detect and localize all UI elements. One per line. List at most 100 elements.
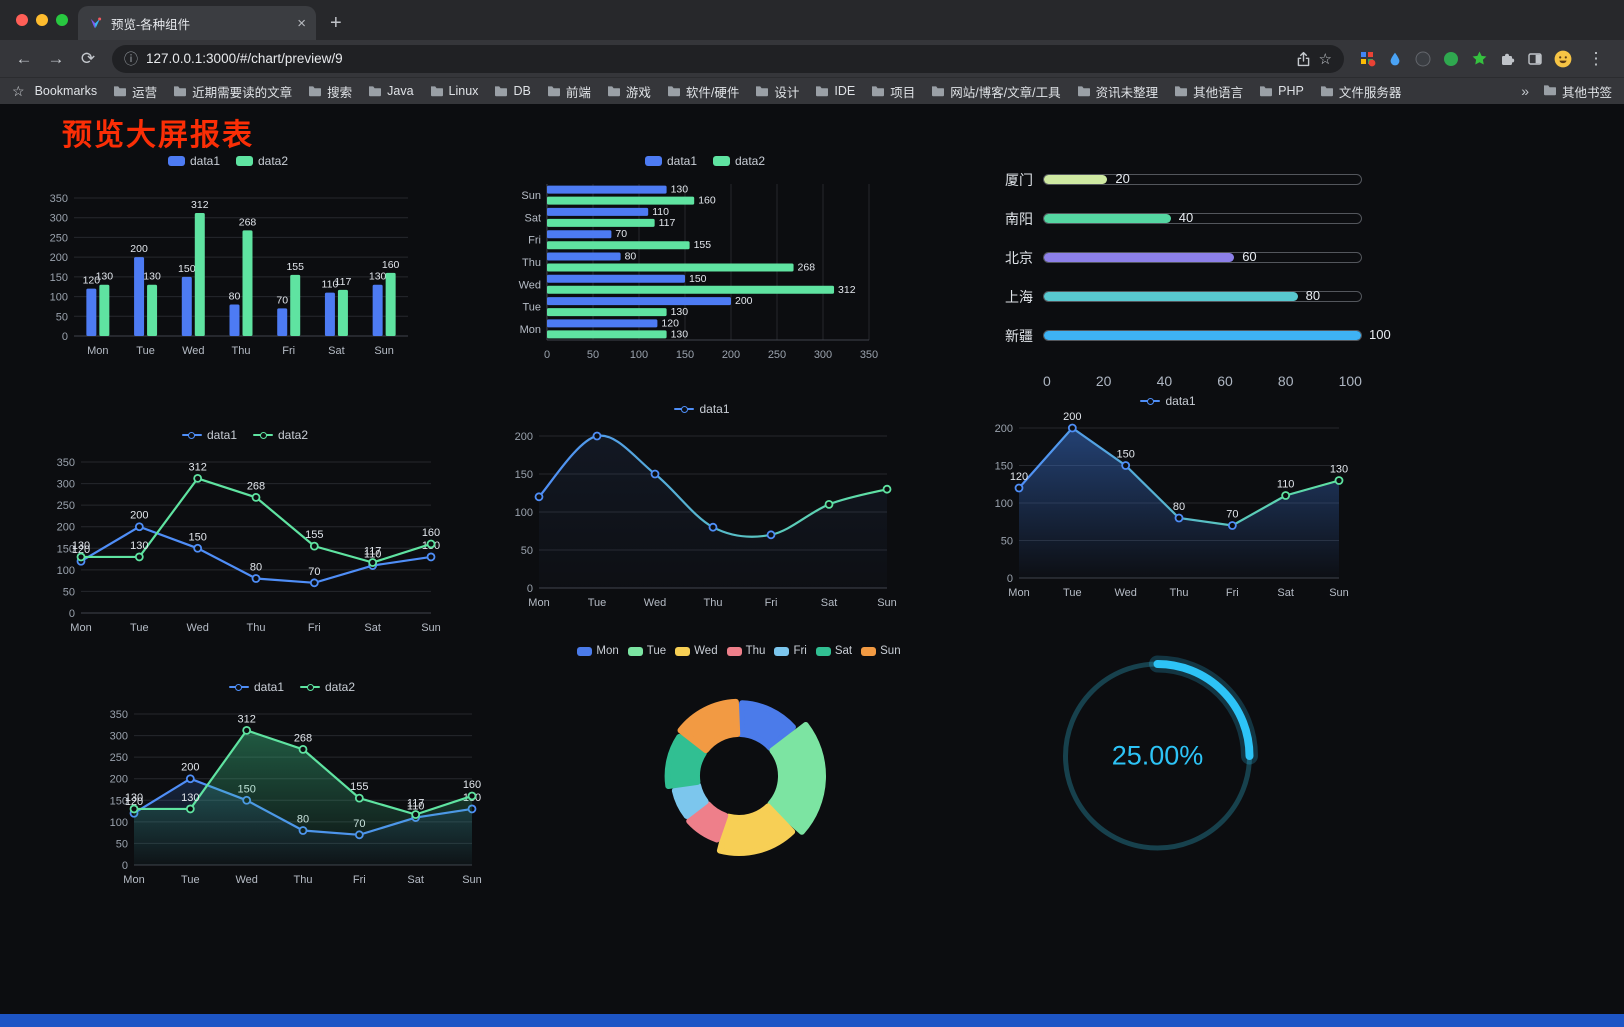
split-view-icon[interactable]	[1526, 50, 1544, 68]
other-bookmarks-folder[interactable]: 其他书签	[1543, 82, 1612, 101]
bookmark-folder[interactable]: DB	[494, 84, 531, 98]
legend-item[interactable]: data1	[167, 154, 220, 168]
legend-item[interactable]: Sun	[861, 645, 901, 657]
reload-icon[interactable]: ⟳	[80, 48, 96, 68]
legend-item[interactable]: Fri	[774, 645, 807, 657]
chart-smooth-line[interactable]: data1 0 50 100 150 200 Mon Tue Wed Thu Fri Sat Sun	[503, 398, 901, 614]
bookmark-folder[interactable]: 近期需要读的文章	[173, 82, 292, 101]
svg-text:80: 80	[625, 251, 637, 263]
chart-legend[interactable]: data1	[503, 398, 901, 420]
chart-legend[interactable]: data1 data2	[98, 676, 486, 698]
legend-item[interactable]: Tue	[627, 645, 666, 657]
extension-grid-icon[interactable]	[1358, 50, 1376, 68]
dashboard-page: 预览大屏报表 data1 data2 0 50 100 150 200 250 300 350 Mo…	[0, 104, 1624, 1027]
chart-horizontal-bar[interactable]: data1 data2 0 50 100 150 200 250 300 350 Sun 130 160…	[505, 150, 905, 370]
legend-item[interactable]: Sat	[815, 645, 852, 657]
tab-close-icon[interactable]: ×	[297, 14, 306, 32]
chart-legend[interactable]: Mon Tue Wed Thu Fri Sat Sun	[545, 640, 933, 662]
legend-item[interactable]: data2	[713, 154, 765, 168]
extension-star-icon[interactable]	[1470, 50, 1488, 68]
browser-tab[interactable]: 预览-各种组件 ×	[78, 6, 316, 40]
chart-capsule-bars[interactable]: 厦门 20 南阳 40 北京 60 上海 80 新疆 100 0 20 40 60 80 100	[985, 152, 1391, 392]
bookmarks-overflow-chevron[interactable]: »	[1521, 83, 1529, 99]
svg-text:Fri: Fri	[528, 235, 541, 247]
legend-item[interactable]: Thu	[726, 645, 765, 657]
chart-progress-gauge[interactable]: 25.00%	[1040, 644, 1275, 868]
svg-text:250: 250	[50, 232, 68, 244]
extension-drop-icon[interactable]	[1386, 50, 1404, 68]
svg-text:Mon: Mon	[528, 597, 549, 609]
site-info-icon[interactable]: ⓘ	[124, 50, 138, 67]
bookmark-folder[interactable]: IDE	[815, 84, 855, 98]
bookmark-folder[interactable]: PHP	[1259, 84, 1304, 98]
svg-text:130: 130	[181, 792, 199, 804]
address-bar[interactable]: ⓘ 127.0.0.1:3000/#/chart/preview/9 ☆	[112, 44, 1344, 73]
bookmarks-label[interactable]: Bookmarks	[34, 84, 98, 98]
svg-text:155: 155	[286, 261, 304, 273]
svg-text:100: 100	[50, 292, 68, 304]
bookmark-folder[interactable]: 运营	[113, 82, 157, 101]
svg-text:0: 0	[69, 608, 75, 620]
bookmark-folder[interactable]: 设计	[755, 82, 799, 101]
legend-item[interactable]: data1	[1140, 394, 1196, 408]
chart-grouped-bar[interactable]: data1 data2 0 50 100 150 200 250 300 350 Mon 120 130…	[38, 150, 418, 362]
legend-item[interactable]: data1	[228, 680, 284, 694]
svg-text:Wed: Wed	[644, 597, 666, 609]
legend-item[interactable]: Wed	[675, 645, 718, 657]
bookmark-folder[interactable]: 网站/博客/文章/工具	[931, 82, 1061, 101]
legend-item[interactable]: data1	[674, 402, 730, 416]
extension-dark-icon[interactable]	[1414, 50, 1432, 68]
chart-two-line[interactable]: data1 data2 0 50 100 150 200 250 300 350 Mon Tue Wed…	[45, 424, 445, 639]
bookmark-folder[interactable]: 软件/硬件	[667, 82, 739, 101]
svg-text:Sat: Sat	[1277, 587, 1294, 599]
chart-rose-donut[interactable]: Mon Tue Wed Thu Fri Sat Sun	[545, 640, 933, 878]
window-zoom-button[interactable]	[56, 14, 68, 26]
svg-text:200: 200	[1063, 412, 1081, 423]
bookmark-folder[interactable]: Linux	[430, 84, 478, 98]
capsule-row[interactable]: 新疆 100	[1005, 327, 1391, 344]
bookmark-folder[interactable]: 文件服务器	[1320, 82, 1401, 101]
chart-legend[interactable]: data1 data2	[38, 150, 418, 172]
bookmarks-star-icon[interactable]: ☆	[12, 82, 25, 99]
chart-legend[interactable]: data1	[983, 390, 1353, 412]
legend-item[interactable]: data2	[300, 680, 355, 694]
back-icon[interactable]: ←	[15, 48, 33, 68]
extension-green-icon[interactable]	[1442, 50, 1460, 68]
capsule-row[interactable]: 南阳 40	[989, 199, 1362, 238]
bookmark-folder[interactable]: 项目	[871, 82, 915, 101]
bookmark-folder[interactable]: 游戏	[607, 82, 651, 101]
bookmark-folder[interactable]: 前端	[547, 82, 591, 101]
window-minimize-button[interactable]	[36, 14, 48, 26]
profile-avatar[interactable]	[1554, 50, 1572, 68]
legend-item[interactable]: data2	[253, 428, 308, 442]
svg-text:Sat: Sat	[821, 597, 838, 609]
chart-legend[interactable]: data1 data2	[505, 150, 905, 172]
capsule-row[interactable]: 上海 80	[989, 277, 1362, 316]
menu-icon[interactable]: ⋮	[1587, 48, 1605, 68]
bookmark-star-icon[interactable]: ☆	[1318, 50, 1332, 68]
legend-item[interactable]: data2	[236, 154, 288, 168]
svg-text:Sun: Sun	[462, 874, 482, 886]
bookmark-folder[interactable]: 其他语言	[1174, 82, 1243, 101]
capsule-row[interactable]: 厦门 20	[989, 160, 1362, 199]
bookmark-folder[interactable]: Java	[368, 84, 414, 98]
forward-icon[interactable]: →	[47, 48, 65, 68]
legend-item[interactable]: Mon	[577, 645, 619, 657]
svg-text:117: 117	[659, 217, 676, 229]
legend-item[interactable]: data1	[181, 428, 237, 442]
chart-two-line-area[interactable]: data1 data2 0 50 100 150 200 250 300 350 Mon Tue Wed…	[98, 676, 486, 891]
window-close-button[interactable]	[16, 14, 28, 26]
svg-text:130: 130	[130, 540, 148, 552]
new-tab-button[interactable]: +	[330, 12, 342, 34]
chart-area-line[interactable]: data1 0 50 100 150 200 Mon Tue Wed Thu Fri Sat Sun 12…	[983, 390, 1353, 604]
bookmark-folder[interactable]: 搜索	[308, 82, 352, 101]
legend-item[interactable]: data1	[644, 154, 697, 168]
bookmark-folder[interactable]: 资讯未整理	[1077, 82, 1158, 101]
capsule-row[interactable]: 北京 60	[989, 238, 1362, 277]
chart-legend[interactable]: data1 data2	[45, 424, 445, 446]
url-text[interactable]: 127.0.0.1:3000/#/chart/preview/9	[146, 51, 343, 66]
share-icon[interactable]	[1296, 51, 1311, 67]
extensions-puzzle-icon[interactable]	[1498, 50, 1516, 68]
svg-text:Fri: Fri	[353, 874, 366, 886]
svg-text:130: 130	[671, 328, 689, 340]
